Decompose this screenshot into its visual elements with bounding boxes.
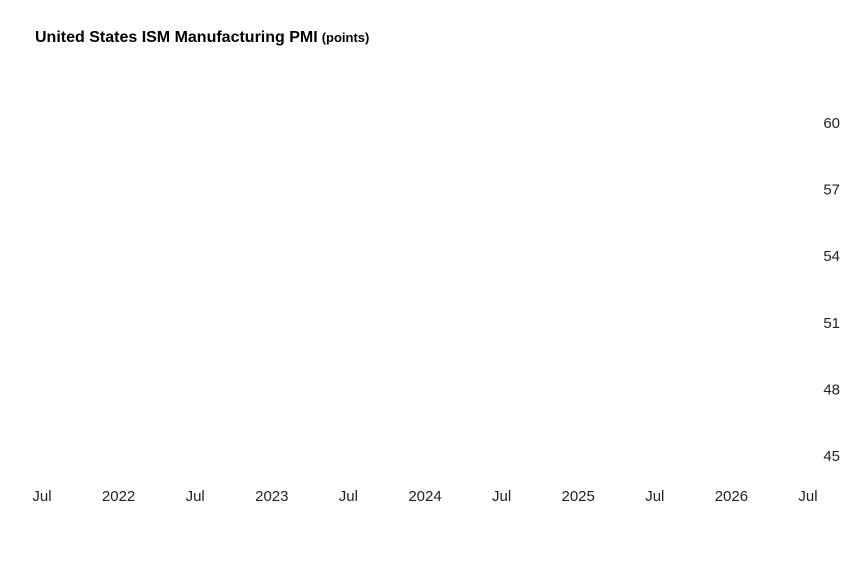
- x-tick-label: 2026: [715, 488, 748, 505]
- x-tick-label: Jul: [645, 488, 664, 505]
- x-tick-label: Jul: [32, 488, 51, 505]
- x-axis: Jul 2022 Jul 2023 Jul 2024 Jul 2025 Jul 2026 Jul: [32, 488, 817, 505]
- x-tick-label: 2022: [102, 488, 135, 505]
- x-tick-label: Jul: [798, 488, 817, 505]
- chart-unit-text: (points): [321, 30, 370, 45]
- y-tick-label: 48: [823, 381, 840, 398]
- y-tick-label: 57: [823, 182, 840, 199]
- y-tick-label: 54: [823, 248, 840, 265]
- x-tick-label: Jul: [492, 488, 511, 505]
- chart-title-text: United States ISM Manufacturing PMI: [35, 29, 318, 46]
- x-tick-label: 2025: [562, 488, 595, 505]
- chart-title: United States ISM Manufacturing PMI (poin…: [35, 29, 369, 47]
- x-tick-label: 2024: [408, 488, 441, 505]
- x-tick-label: Jul: [339, 488, 358, 505]
- y-tick-label: 51: [823, 315, 840, 332]
- x-tick-label: 2023: [255, 488, 288, 505]
- y-tick-label: 45: [823, 448, 840, 465]
- y-tick-label: 60: [823, 115, 840, 132]
- x-tick-label: Jul: [186, 488, 205, 505]
- y-axis: 45 48 51 54 57 60: [823, 115, 840, 465]
